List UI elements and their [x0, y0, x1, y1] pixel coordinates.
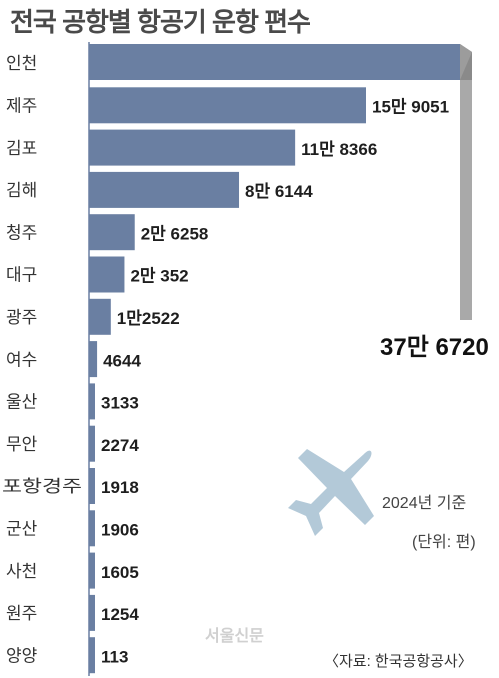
bar-9: [89, 425, 95, 462]
unit-note: (단위: 편): [412, 533, 476, 551]
bar-13: [89, 594, 95, 631]
fold-bar: [460, 80, 472, 320]
bar-5: [89, 256, 125, 293]
value-label-5: 2만 352: [130, 267, 188, 286]
category-label-4: 청주: [6, 223, 37, 242]
category-label-1: 제주: [6, 96, 37, 115]
bar-2: [89, 129, 296, 166]
category-label-2: 김포: [6, 139, 37, 158]
value-label-12: 1605: [101, 563, 139, 582]
category-label-14: 양양: [6, 646, 37, 665]
value-label-7: 4644: [103, 351, 141, 370]
fold-corner: [460, 44, 472, 80]
category-label-13: 원주: [6, 604, 37, 623]
bar-1: [89, 87, 366, 124]
value-label-4: 2만 6258: [141, 224, 209, 243]
value-label-14: 113: [101, 647, 128, 666]
value-label-6: 1만2522: [117, 309, 180, 328]
category-label-0: 인천: [6, 54, 37, 73]
bar-6: [89, 298, 111, 335]
bar-7: [89, 341, 98, 378]
value-label-0: 37만 6720: [380, 334, 489, 361]
category-label-10: 포항경주: [2, 477, 82, 496]
value-label-10: 1918: [101, 478, 139, 497]
category-label-3: 김해: [6, 181, 37, 200]
category-label-11: 군산: [6, 519, 38, 538]
bar-3: [89, 171, 240, 208]
bars-layer: 인천 37만 6720 제주 15만 9051 김포 11만 8366 김해 8만 6144 청…: [2, 42, 489, 676]
category-label-5: 대구: [6, 266, 37, 285]
category-label-8: 울산: [6, 393, 38, 412]
category-label-6: 광주: [6, 308, 37, 327]
value-label-2: 11만 8366: [301, 140, 377, 159]
bar-4: [89, 214, 135, 251]
bar-11: [89, 510, 95, 547]
bar-14: [89, 637, 95, 674]
bar-8: [89, 383, 95, 420]
value-label-1: 15만 9051: [372, 97, 449, 116]
category-label-9: 무안: [6, 435, 38, 454]
value-label-9: 2274: [101, 436, 139, 455]
value-label-13: 1254: [101, 605, 139, 624]
airplane-icon: [288, 449, 374, 536]
category-label-7: 여수: [6, 350, 37, 369]
source-note: 〈자료: 한국공항공사〉: [324, 653, 473, 670]
value-label-11: 1906: [101, 520, 139, 539]
chart-title: 전국 공항별 항공기 운항 편수: [10, 7, 311, 37]
incheon-fold-bar: [460, 44, 472, 320]
bar-12: [89, 552, 95, 589]
bar-10: [89, 468, 95, 504]
value-label-3: 8만 6144: [245, 182, 313, 201]
bar-0: [89, 44, 460, 80]
value-label-8: 3133: [101, 394, 139, 413]
category-label-12: 사천: [6, 562, 37, 581]
watermark: 서울신문: [205, 627, 264, 645]
base-year-note: 2024년 기준: [382, 494, 466, 512]
